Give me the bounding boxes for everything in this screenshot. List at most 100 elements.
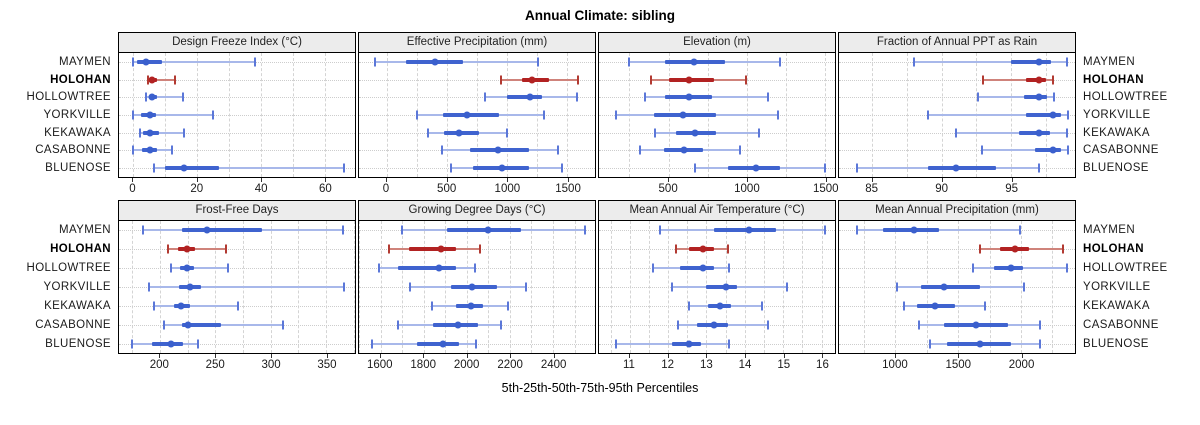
whisker-cap xyxy=(500,75,503,85)
whisker-cap xyxy=(1067,110,1070,120)
site-label-maymen: MAYMEN xyxy=(58,224,111,237)
iqr-box-bluenose xyxy=(417,341,460,346)
panel-plot-area xyxy=(118,53,356,178)
median-dot-holohan xyxy=(1011,245,1019,253)
panel-x-axis: 85 90 95 xyxy=(838,178,1076,198)
whisker-cap xyxy=(474,263,477,273)
panel-strip-title: Elevation (m) xyxy=(598,32,836,53)
median-dot-casabonne xyxy=(972,321,980,329)
median-dot-holohan xyxy=(528,76,536,84)
median-dot-maymen xyxy=(431,58,439,66)
whisker-cap xyxy=(1019,225,1022,235)
whisker-cap xyxy=(651,263,654,273)
axis-tick-mark xyxy=(423,354,425,358)
whisker-cap xyxy=(1039,320,1042,330)
percentile-whisker-bluenose xyxy=(154,167,344,170)
axis-tick-mark xyxy=(466,354,468,358)
axis-tick-label: 16 xyxy=(816,359,829,371)
median-dot-casabonne xyxy=(710,321,718,329)
axis-tick-label: 500 xyxy=(658,183,678,195)
median-dot-yorkville xyxy=(940,283,948,291)
whisker-cap xyxy=(954,128,957,138)
axis-tick-mark xyxy=(446,178,448,182)
whisker-cap xyxy=(431,301,434,311)
percentile-whisker-hollowtree xyxy=(146,96,183,99)
axis-tick-label: 300 xyxy=(261,359,281,371)
site-label-holohan: HOLOHAN xyxy=(50,73,111,86)
median-dot-yorkville xyxy=(1049,111,1057,119)
whisker-cap xyxy=(1039,339,1042,349)
percentile-whisker-hollowtree xyxy=(171,267,228,270)
site-label-hollowtree: HOLLOWTREE xyxy=(1083,91,1168,104)
percentile-whisker-holohan xyxy=(147,78,175,81)
site-label-list: MAYMEN HOLOHAN HOLLOWTREE YORKVILLE KEKAWAKA… xyxy=(0,221,118,353)
site-label-casabonne: CASABONNE xyxy=(35,318,111,331)
median-dot-bluenose xyxy=(752,164,760,172)
median-dot-casabonne xyxy=(146,146,154,154)
median-dot-hollowtree xyxy=(148,93,156,101)
axis-tick-mark xyxy=(379,354,381,358)
percentile-whisker-kekawaka xyxy=(154,304,238,307)
axis-tick-label: 11 xyxy=(622,359,635,371)
whisker-cap xyxy=(584,225,587,235)
whisker-cap xyxy=(644,92,647,102)
whisker-cap xyxy=(170,263,173,273)
panel-x-axis: 1600 1800 2000 2200 2400 xyxy=(358,354,596,374)
axis-tick-label: 1500 xyxy=(945,359,972,371)
iqr-box-hollowtree xyxy=(507,95,542,100)
whisker-cap xyxy=(926,110,929,120)
iqr-box-holohan xyxy=(408,247,456,252)
panel-plot-area xyxy=(598,53,836,178)
axis-tick-mark xyxy=(746,178,748,182)
whisker-cap xyxy=(401,225,404,235)
percentile-whisker-maymen xyxy=(133,60,255,63)
whisker-cap xyxy=(670,282,673,292)
axis-tick-label: 1500 xyxy=(812,183,839,195)
whisker-cap xyxy=(181,92,184,102)
whisker-cap xyxy=(138,128,141,138)
chart-body: MAYMEN HOLOHAN HOLLOWTREE YORKVILLE KEKAWAKA… xyxy=(0,32,1200,374)
whisker-cap xyxy=(183,128,186,138)
axis-tick-label: 90 xyxy=(935,183,948,195)
whisker-cap xyxy=(758,128,761,138)
percentile-whisker-yorkville xyxy=(148,286,344,288)
axis-tick-label: 200 xyxy=(149,359,169,371)
whisker-cap xyxy=(153,163,156,173)
median-dot-bluenose xyxy=(180,164,188,172)
panel-strip-title: Fraction of Annual PPT as Rain xyxy=(838,32,1076,53)
whisker-cap xyxy=(676,320,679,330)
whisker-cap xyxy=(396,320,399,330)
iqr-box-yorkville xyxy=(1026,113,1062,117)
whisker-cap xyxy=(1065,263,1068,273)
panel-x-axis: 500 1000 1500 xyxy=(598,178,839,198)
whisker-cap xyxy=(426,128,429,138)
median-dot-hollowtree xyxy=(183,264,191,272)
whisker-cap xyxy=(163,320,166,330)
axis-tick-mark xyxy=(325,178,327,182)
strip-spacer xyxy=(0,32,118,53)
panel-strip-title: Effective Precipitation (mm) xyxy=(358,32,596,53)
whisker-cap xyxy=(500,320,503,330)
row-gridline xyxy=(839,249,1075,251)
site-label-yorkville: YORKVILLE xyxy=(43,281,111,293)
axis-tick-label: 2000 xyxy=(1008,359,1035,371)
median-dot-casabonne xyxy=(454,321,462,329)
median-dot-kekawaka xyxy=(1035,129,1043,137)
median-dot-holohan xyxy=(437,245,445,253)
percentile-whisker-casabonne xyxy=(164,323,283,326)
whisker-cap xyxy=(341,225,344,235)
site-label-list: MAYMEN HOLOHAN HOLLOWTREE YORKVILLE KEKAWAKA… xyxy=(1076,53,1194,177)
site-label-kekawaka: KEKAWAKA xyxy=(1083,299,1150,312)
whisker-cap xyxy=(475,339,478,349)
whisker-cap xyxy=(166,244,169,254)
median-dot-yorkville xyxy=(722,283,730,291)
median-dot-bluenose xyxy=(976,340,984,348)
panel-x-axis: 200 250 300 350 xyxy=(118,354,356,374)
whisker-cap xyxy=(373,57,376,67)
panel-frost-free-days: Frost-Free Days 200 250 300 350 xyxy=(118,200,356,374)
percentile-whisker-holohan xyxy=(167,248,227,251)
axis-tick-mark xyxy=(745,354,747,358)
axis-tick-mark xyxy=(894,354,896,358)
row-gridline xyxy=(839,79,1075,81)
whisker-cap xyxy=(674,244,677,254)
